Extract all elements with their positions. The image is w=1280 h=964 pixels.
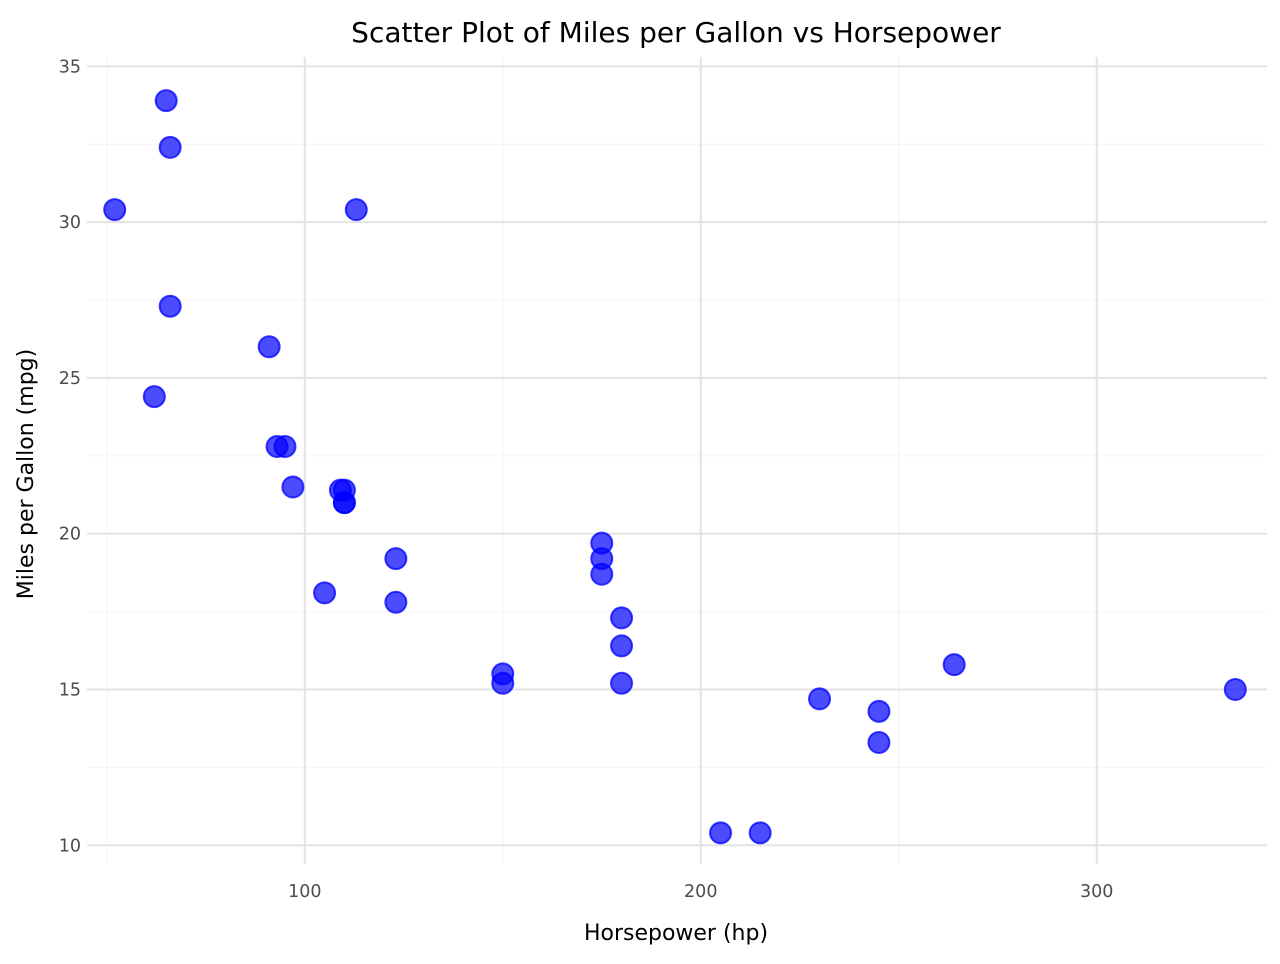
data-point — [867, 730, 891, 754]
y-tick-label: 25 — [59, 369, 81, 389]
data-point — [273, 434, 297, 458]
data-point — [281, 475, 305, 499]
data-point — [610, 606, 634, 630]
data-point — [384, 590, 408, 614]
data-point — [313, 581, 337, 605]
data-points — [103, 89, 1247, 845]
y-tick-label: 30 — [59, 213, 81, 233]
data-point — [103, 198, 127, 222]
x-axis-title: Horsepower (hp) — [584, 921, 768, 946]
data-point — [158, 135, 182, 159]
data-point — [942, 653, 966, 677]
data-point — [867, 699, 891, 723]
data-point — [328, 478, 352, 502]
y-tick-label: 15 — [59, 681, 81, 701]
data-point — [344, 198, 368, 222]
data-point — [808, 687, 832, 711]
tick-labels: 100 200 300 10 15 20 25 30 35 — [59, 57, 1114, 902]
chart-title: Scatter Plot of Miles per Gallon vs Hors… — [351, 16, 1001, 49]
data-point — [709, 821, 733, 845]
data-point — [590, 531, 614, 555]
data-point — [748, 821, 772, 845]
data-point — [257, 335, 281, 359]
x-tick-label: 200 — [684, 882, 717, 902]
data-point — [154, 89, 178, 113]
data-point — [142, 385, 166, 409]
y-tick-label: 10 — [59, 836, 81, 856]
data-point — [158, 294, 182, 318]
x-tick-label: 100 — [288, 882, 321, 902]
y-tick-label: 35 — [59, 57, 81, 77]
y-tick-label: 20 — [59, 525, 81, 545]
data-point — [491, 671, 515, 695]
x-tick-label: 300 — [1080, 882, 1113, 902]
data-point — [610, 634, 634, 658]
data-point — [610, 671, 634, 695]
major-gridlines — [87, 57, 1267, 864]
data-point — [384, 547, 408, 571]
minor-gridlines — [87, 57, 1267, 864]
data-point — [1223, 678, 1247, 702]
y-axis-title: Miles per Gallon (mpg) — [14, 349, 39, 599]
